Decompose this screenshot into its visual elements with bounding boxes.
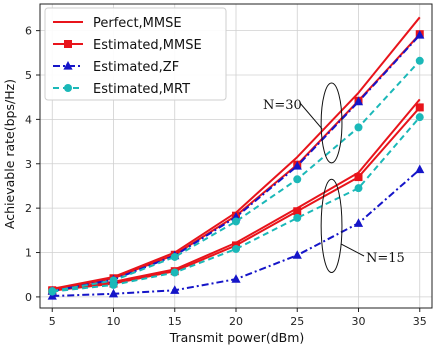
data-point-5-6 xyxy=(415,164,425,174)
x-tick-label-4: 25 xyxy=(290,315,304,328)
series-5 xyxy=(47,164,425,300)
legend-marker-3 xyxy=(64,84,72,92)
data-point-6-4 xyxy=(293,175,302,184)
ellipse-n30 xyxy=(320,82,343,164)
y-tick-label-2: 2 xyxy=(25,202,32,215)
data-point-5-4 xyxy=(292,250,302,259)
data-point-6-5 xyxy=(354,123,363,132)
y-axis-title: Achievable rate(bps/Hz) xyxy=(2,79,17,229)
data-point-6-3 xyxy=(232,217,240,226)
data-point-6-6 xyxy=(415,56,424,65)
data-point-7-5 xyxy=(354,184,363,193)
legend-box xyxy=(44,7,227,101)
data-point-3-5 xyxy=(354,173,363,182)
pointer-n30 xyxy=(299,102,323,130)
data-point-7-4 xyxy=(293,213,302,222)
ellipse-n15 xyxy=(320,178,343,273)
pointer-n15 xyxy=(340,243,365,257)
data-point-3-6 xyxy=(415,103,424,112)
legend-entry-2: Estimated,ZF xyxy=(53,60,179,75)
y-tick-label-4: 4 xyxy=(25,113,32,126)
data-point-5-2 xyxy=(170,285,180,294)
data-point-4-6 xyxy=(415,30,425,39)
y-tick-label-1: 1 xyxy=(25,247,32,260)
series-layer xyxy=(47,16,425,300)
x-tick-label-0: 5 xyxy=(49,315,56,328)
data-point-7-1 xyxy=(109,280,118,289)
data-point-5-5 xyxy=(353,218,364,227)
legend-label-2: Estimated,ZF xyxy=(93,60,179,75)
annotation-layer: N=30 N=15 xyxy=(263,82,405,273)
data-point-5-3 xyxy=(231,274,241,283)
legend-marker-2 xyxy=(63,61,73,70)
legend-entry-1: Estimated,MMSE xyxy=(53,38,202,53)
legend: Perfect,MMSE Estimated,MMSE Estimated,ZF Es… xyxy=(44,7,227,101)
x-axis-title: Transmit power(dBm) xyxy=(169,330,305,345)
legend-label-0: Perfect,MMSE xyxy=(93,16,182,31)
x-tick-label-5: 30 xyxy=(352,315,366,328)
legend-entry-3: Estimated,MRT xyxy=(53,82,190,97)
y-tick-label-3: 3 xyxy=(25,158,32,171)
axis-ticks: 5 10 15 20 25 30 35 0 1 2 3 4 5 6 xyxy=(25,25,427,328)
y-tick-label-6: 6 xyxy=(25,25,32,38)
y-tick-label-5: 5 xyxy=(25,69,32,82)
legend-label-3: Estimated,MRT xyxy=(93,82,190,97)
data-point-7-3 xyxy=(232,244,240,253)
series-7 xyxy=(48,113,424,296)
x-tick-label-6: 35 xyxy=(413,315,427,328)
legend-entry-0: Perfect,MMSE xyxy=(53,16,182,31)
legend-label-1: Estimated,MMSE xyxy=(93,38,202,53)
x-tick-label-2: 15 xyxy=(168,315,182,328)
annotation-n15: N=15 xyxy=(366,251,405,266)
data-point-4-5 xyxy=(353,96,364,106)
data-point-5-1 xyxy=(108,288,119,298)
data-point-3-4 xyxy=(293,207,302,216)
x-tick-label-1: 10 xyxy=(107,315,121,328)
annotation-n30: N=30 xyxy=(263,98,302,113)
x-tick-label-3: 20 xyxy=(229,315,243,328)
y-tick-label-0: 0 xyxy=(25,291,32,304)
data-point-6-2 xyxy=(170,252,179,261)
data-point-4-4 xyxy=(292,160,302,170)
legend-marker-1 xyxy=(64,40,72,48)
data-point-7-2 xyxy=(170,268,179,277)
data-point-7-0 xyxy=(48,287,57,296)
data-point-7-6 xyxy=(415,113,424,122)
